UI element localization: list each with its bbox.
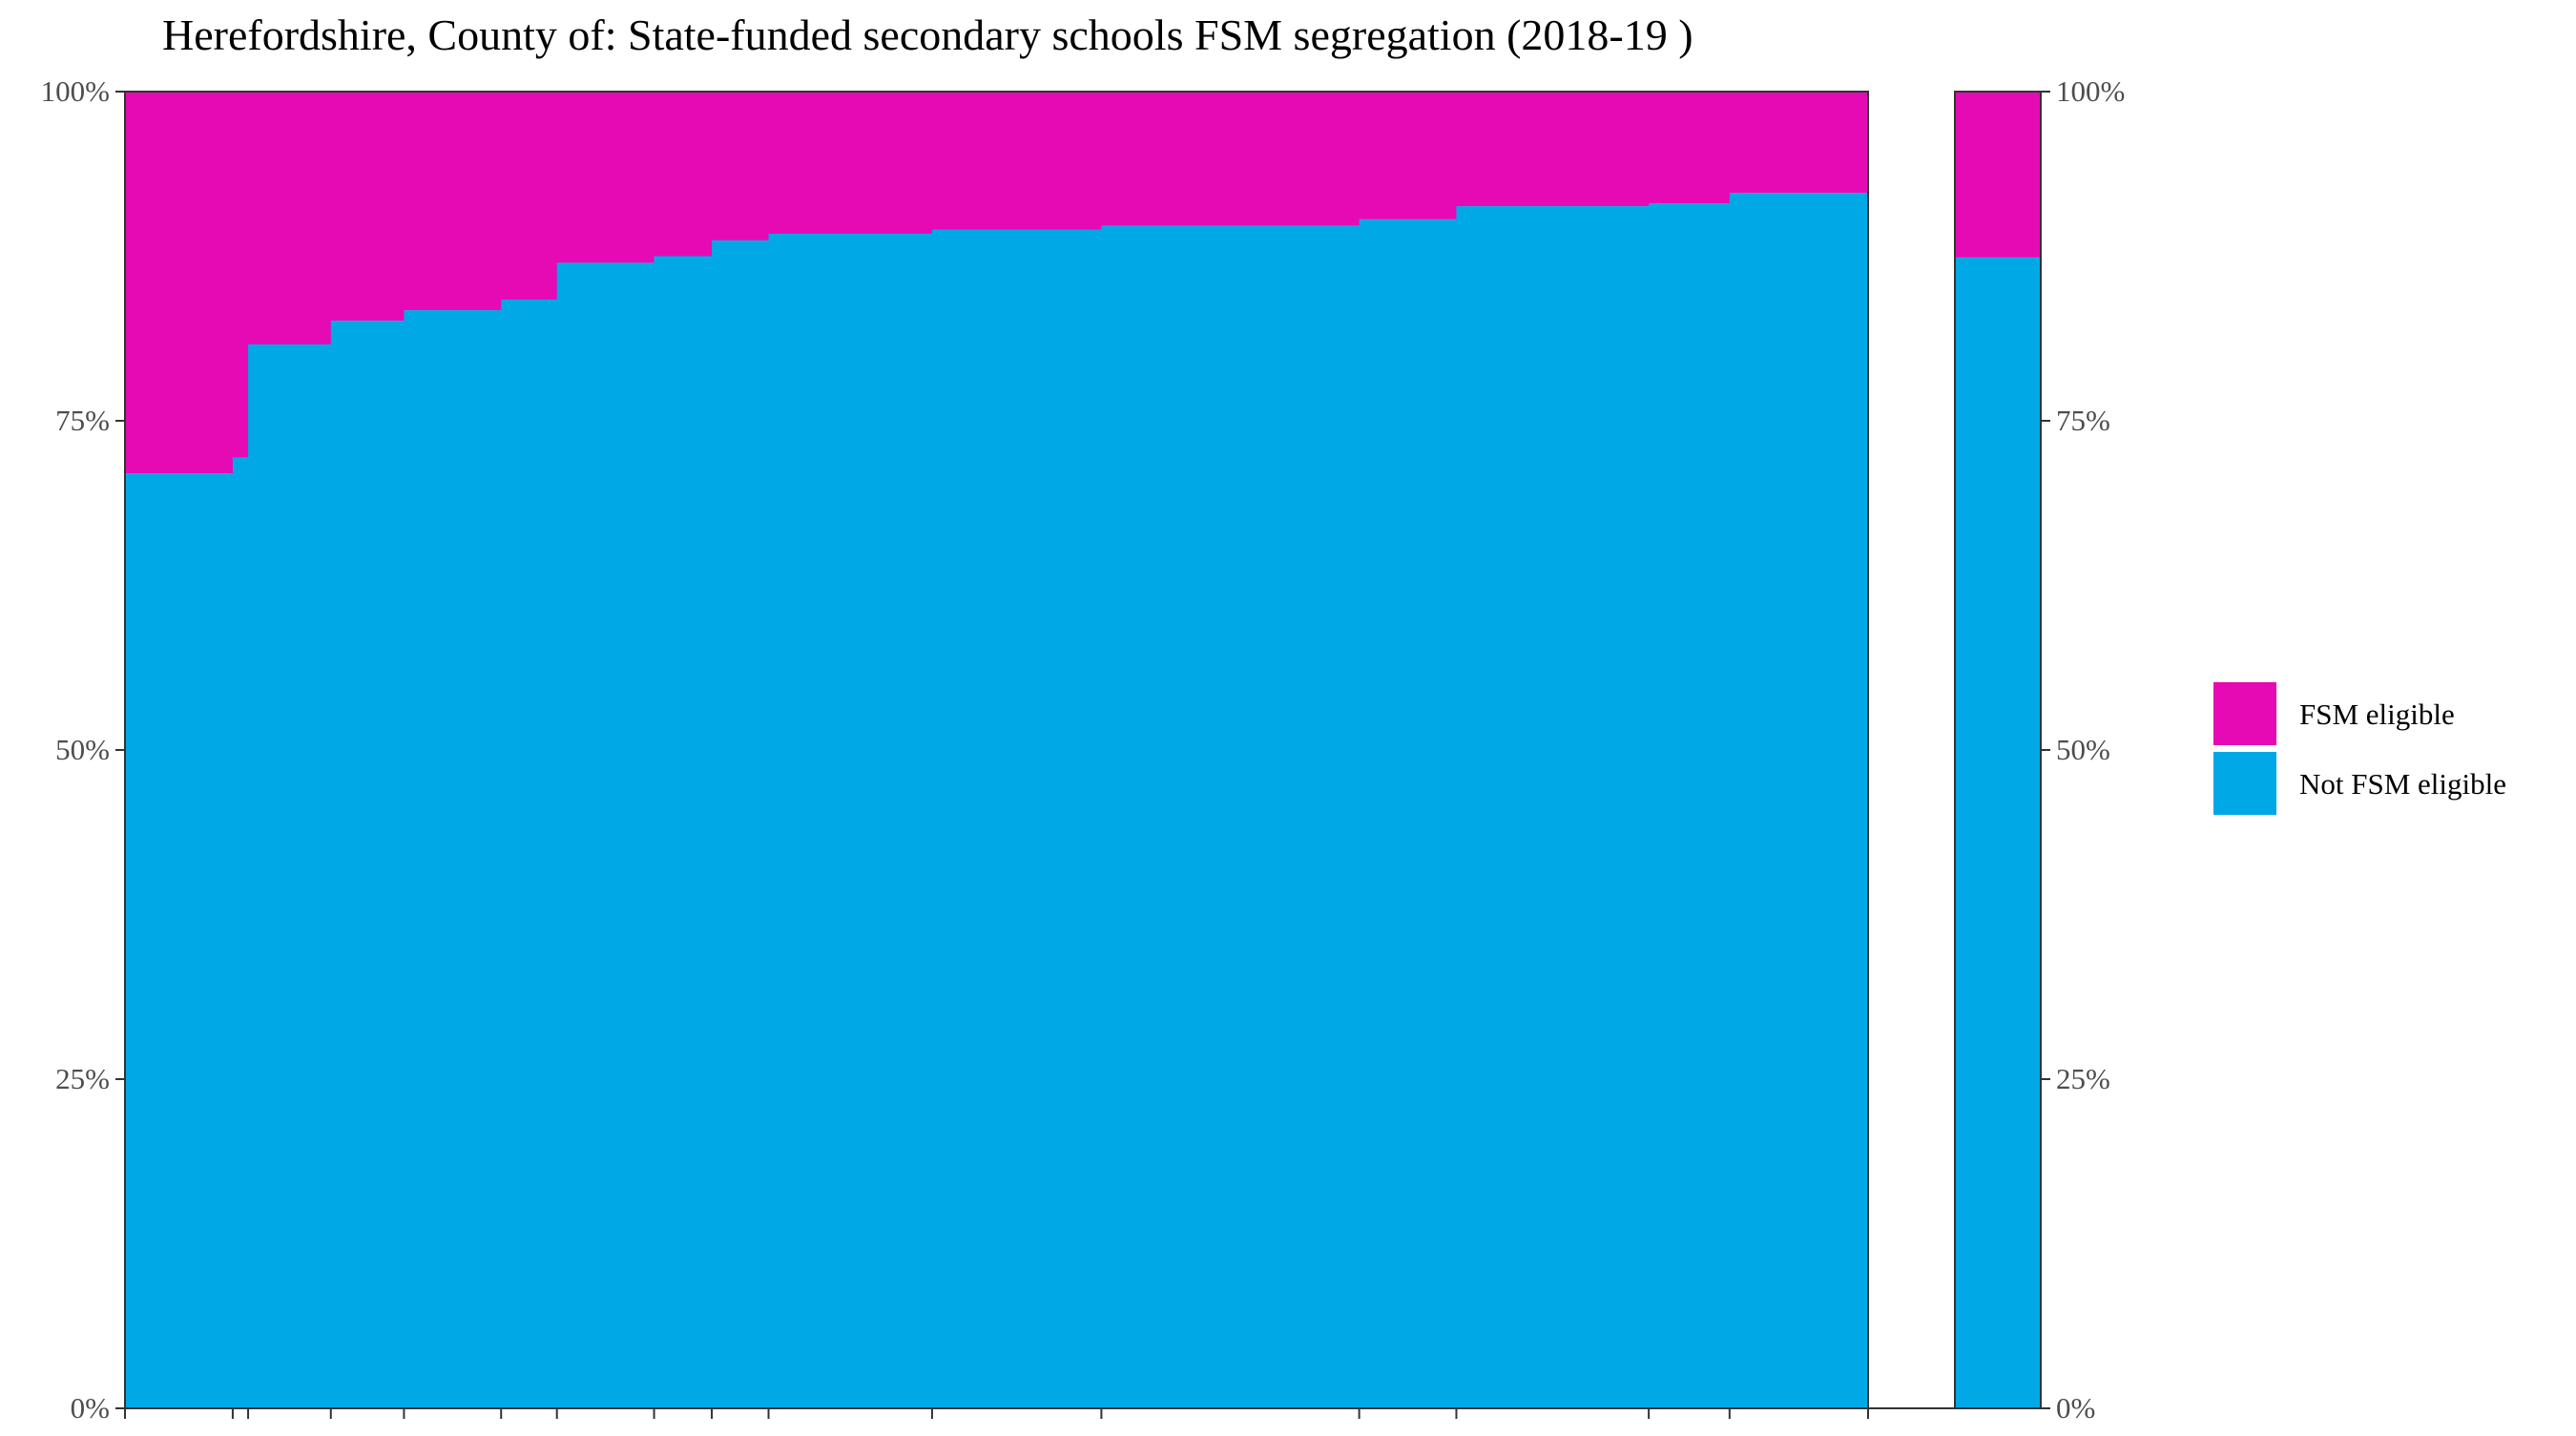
legend-label-not-fsm: Not FSM eligible (2299, 767, 2506, 801)
bar-not-fsm-15 (1649, 203, 1731, 1408)
legend-swatch-not-fsm (2213, 752, 2276, 815)
bar-fsm-12 (1101, 92, 1361, 226)
bar-not-fsm-11 (931, 229, 1103, 1408)
bar-not-fsm-9 (712, 239, 770, 1409)
bar-fsm-14 (1456, 92, 1650, 207)
bar-fsm-15 (1649, 92, 1731, 204)
bar-not-fsm-5 (404, 310, 502, 1409)
y-tick-label-left-100: 100% (41, 74, 110, 108)
axes-layer: 0% 0% 25% 25% 50% 50% 75% 75% 100% 100% (41, 74, 2126, 1425)
bar-fsm-10 (768, 92, 933, 235)
bar-fsm-3 (248, 92, 332, 344)
bar-fsm-1 (125, 92, 234, 474)
bar-fsm-8 (654, 92, 713, 257)
bar-not-fsm-14 (1456, 206, 1650, 1408)
y-tick-label-left-25: 25% (55, 1062, 110, 1095)
bar-fsm-11 (931, 92, 1103, 230)
bar-not-fsm-10 (768, 234, 933, 1408)
bars-layer (125, 92, 2041, 1409)
summary-bar-fsm (1955, 92, 2041, 258)
bar-not-fsm-8 (654, 256, 713, 1408)
bar-not-fsm-3 (248, 343, 332, 1409)
bar-not-fsm-2 (232, 457, 249, 1408)
y-tick-label-left-50: 50% (55, 733, 110, 766)
y-tick-label-right-75: 75% (2056, 404, 2110, 437)
legend: FSM eligible Not FSM eligible (2213, 682, 2506, 815)
bar-not-fsm-16 (1729, 193, 1869, 1408)
y-tick-label-right-0: 0% (2056, 1391, 2095, 1425)
y-tick-label-right-100: 100% (2056, 74, 2125, 108)
bar-fsm-13 (1359, 92, 1458, 219)
y-tick-label-left-0: 0% (71, 1391, 110, 1425)
legend-swatch-fsm (2213, 682, 2276, 745)
bar-not-fsm-12 (1101, 225, 1361, 1408)
chart-title: Herefordshire, County of: State-funded s… (162, 10, 1693, 59)
bar-not-fsm-4 (330, 321, 405, 1408)
bar-not-fsm-1 (125, 473, 234, 1408)
bar-fsm-2 (232, 92, 249, 458)
y-tick-label-right-50: 50% (2056, 733, 2110, 766)
bar-fsm-7 (556, 92, 655, 263)
bar-not-fsm-13 (1359, 219, 1458, 1409)
legend-label-fsm: FSM eligible (2299, 697, 2455, 731)
bar-fsm-5 (404, 92, 502, 311)
bar-not-fsm-7 (556, 262, 655, 1408)
bar-fsm-16 (1729, 92, 1869, 194)
bar-fsm-4 (330, 92, 405, 322)
bar-fsm-6 (501, 92, 558, 301)
bar-not-fsm-6 (501, 300, 558, 1408)
bar-fsm-9 (712, 92, 770, 240)
summary-bar-not-fsm (1955, 257, 2041, 1408)
y-tick-label-left-75: 75% (55, 404, 110, 437)
y-tick-label-right-25: 25% (2056, 1062, 2110, 1095)
